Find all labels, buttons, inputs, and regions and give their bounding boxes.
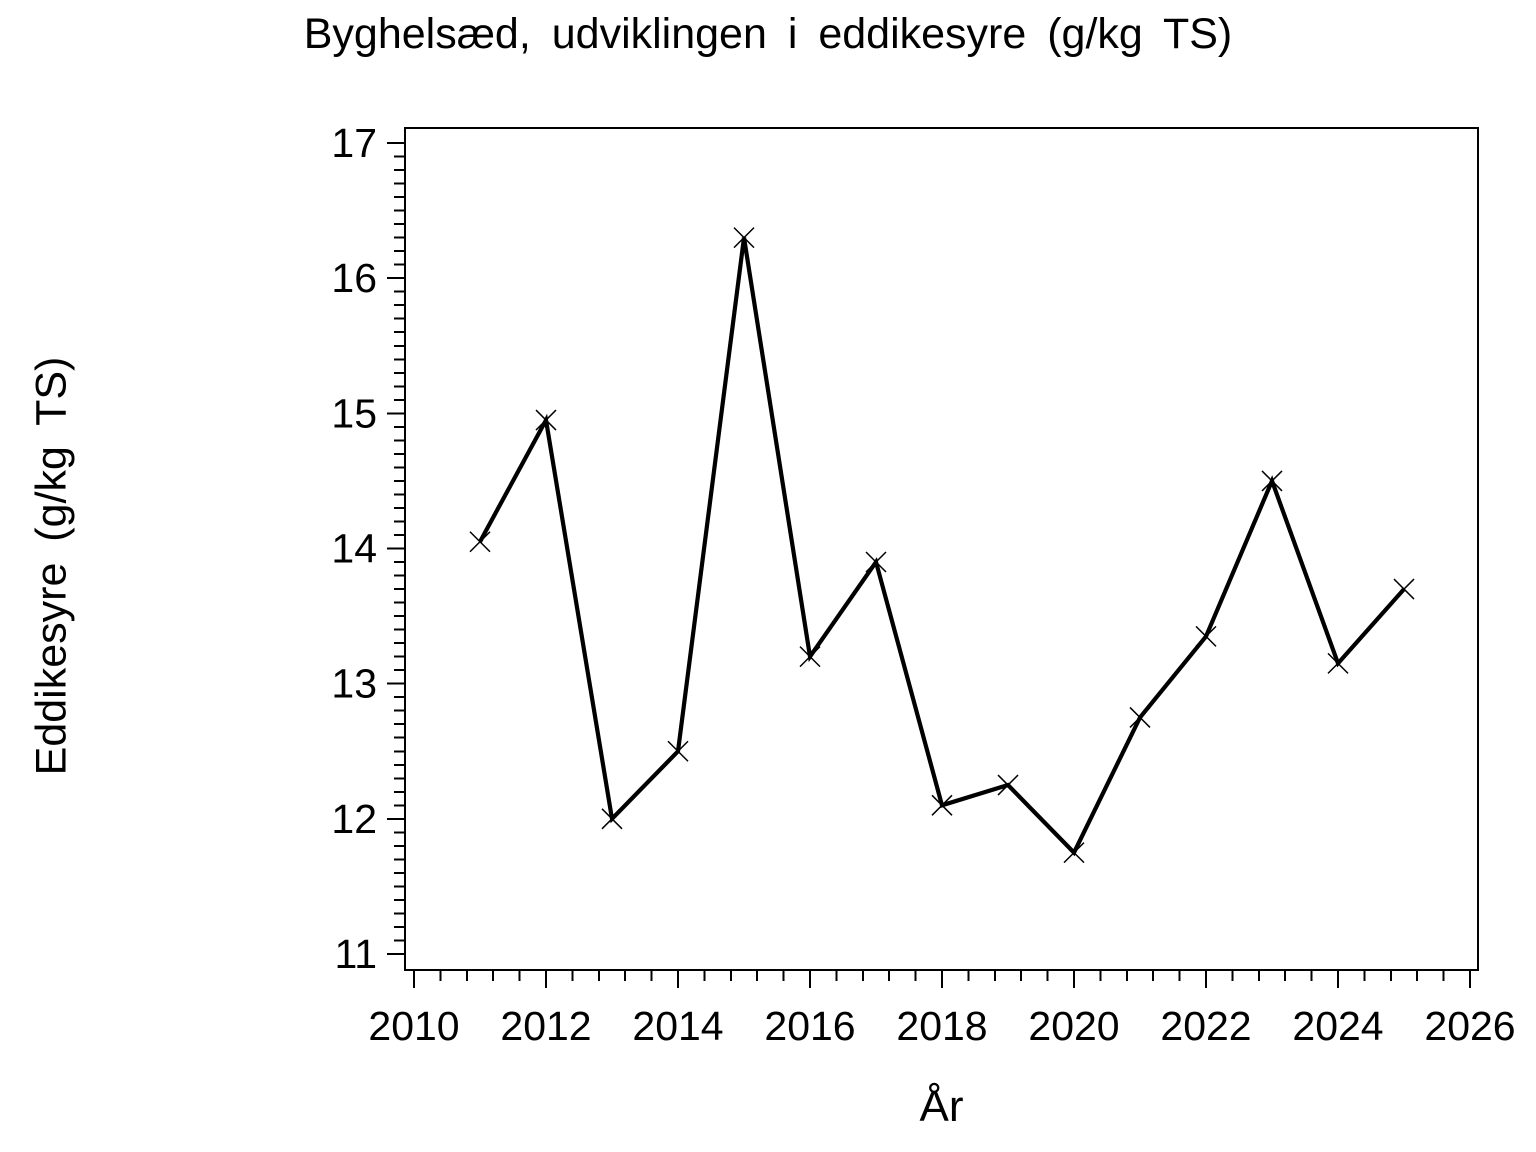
data-point-marker [799, 646, 821, 668]
x-tick-label: 2026 [1424, 1003, 1515, 1049]
data-point-marker [1129, 706, 1151, 728]
x-tick-label: 2010 [368, 1003, 459, 1049]
data-point-marker [931, 794, 953, 816]
series-line [478, 237, 1406, 857]
y-tick-label: 14 [331, 526, 377, 572]
data-point-marker [1195, 625, 1217, 647]
data-point-marker [535, 409, 557, 431]
y-tick-label: 17 [331, 120, 377, 166]
y-tick-label: 12 [331, 796, 377, 842]
x-tick-label: 2016 [764, 1003, 855, 1049]
chart-title: Byghelsæd, udviklingen i eddikesyre (g/k… [303, 10, 1233, 58]
x-tick-label: 2024 [1292, 1003, 1383, 1049]
data-point-marker [1327, 652, 1349, 674]
data-point-marker [469, 531, 491, 553]
data-point-marker [601, 808, 623, 830]
axis-ticks [387, 142, 1471, 988]
x-axis-title: År [919, 1082, 964, 1131]
y-tick-label: 11 [334, 931, 377, 977]
data-point-marker [1393, 578, 1415, 600]
x-tick-label: 2014 [632, 1003, 723, 1049]
y-tick-label: 13 [331, 661, 377, 707]
y-tick-label: 16 [331, 255, 377, 301]
data-point-marker [865, 551, 887, 573]
data-point-marker [1261, 470, 1283, 492]
data-point-marker [667, 740, 689, 762]
x-tick-label: 2018 [896, 1003, 987, 1049]
data-point-marker [733, 227, 755, 249]
y-tick-label: 15 [331, 390, 377, 436]
data-point-marker [997, 774, 1019, 796]
series-markers [469, 227, 1415, 864]
x-tick-label: 2012 [500, 1003, 591, 1049]
x-tick-label: 2020 [1028, 1003, 1119, 1049]
x-tick-label: 2022 [1160, 1003, 1251, 1049]
data-point-marker [1063, 842, 1085, 864]
